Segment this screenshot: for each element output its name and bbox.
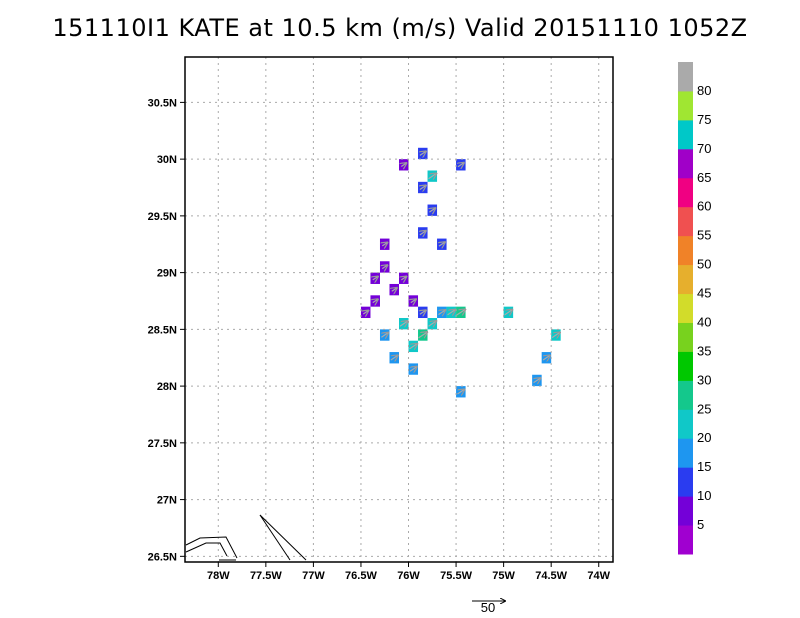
wind-vector xyxy=(439,242,445,246)
colorbar-swatch xyxy=(678,177,693,208)
coastline-segment xyxy=(185,536,238,559)
y-tick-label: 28.5N xyxy=(148,324,177,336)
colorbar: 5 10 15 20 25 30 35 40 45 50 55 60 65 70 75 80 xyxy=(678,62,711,555)
wind-vector xyxy=(438,310,445,314)
colorbar-label: 20 xyxy=(697,430,711,445)
wind-vector xyxy=(447,310,456,315)
wind-vector xyxy=(457,390,464,394)
x-tick-label: 75W xyxy=(492,570,515,582)
x-tick-label: 74.5W xyxy=(535,570,567,582)
colorbar-label: 25 xyxy=(697,401,711,416)
wind-vector xyxy=(373,277,378,280)
y-axis-ticks: 26.5N 27N 27.5N 28N 28.5N 29N 29.5N 30N 30.5N xyxy=(148,97,185,563)
colorbar-label: 45 xyxy=(697,286,711,301)
x-tick-label: 76W xyxy=(397,570,420,582)
colorbar-swatch xyxy=(678,496,693,526)
wind-vectors xyxy=(363,152,559,394)
colorbar-swatch xyxy=(678,322,693,352)
colorbar-label: 5 xyxy=(697,517,704,532)
colorbar-swatch xyxy=(678,380,693,410)
vector-scale-legend: 50 xyxy=(472,600,505,615)
colorbar-swatch xyxy=(678,525,693,555)
x-axis-ticks: 78W 77.5W 77W 76.5W 76W 75.5W 75W 74.5W 74W xyxy=(207,562,611,582)
colorbar-label: 65 xyxy=(697,170,711,185)
colorbar-swatch xyxy=(678,90,693,121)
wind-vector xyxy=(551,333,560,338)
colorbar-swatch xyxy=(678,438,693,468)
wind-vector xyxy=(542,355,550,359)
colorbar-swatch xyxy=(678,264,693,295)
colorbar-swatch xyxy=(678,293,693,323)
wind-vector xyxy=(428,321,436,326)
wind-vector xyxy=(420,152,426,156)
coastline-segment xyxy=(259,514,307,561)
y-tick-label: 29N xyxy=(157,268,177,280)
y-tick-label: 27.5N xyxy=(148,438,177,450)
colorbar-label: 75 xyxy=(697,112,711,127)
wind-vector xyxy=(429,208,435,212)
colorbar-label: 60 xyxy=(697,199,711,214)
chart-title: 151110I1 KATE at 10.5 km (m/s) Valid 201… xyxy=(52,14,748,42)
wind-vector xyxy=(373,299,378,302)
wind-vector xyxy=(409,344,417,349)
wind-vector xyxy=(401,163,406,166)
colorbar-label: 10 xyxy=(697,488,711,503)
wind-vector xyxy=(420,310,426,314)
colorbar-label: 70 xyxy=(697,141,711,156)
wind-vector xyxy=(456,310,466,316)
wind-vector xyxy=(418,332,428,338)
grid-lines xyxy=(185,57,613,562)
colorbar-label: 30 xyxy=(697,372,711,387)
x-tick-label: 76.5W xyxy=(345,570,377,582)
y-tick-label: 30N xyxy=(157,154,177,166)
plot-frame xyxy=(184,56,614,563)
colorbar-swatch xyxy=(678,206,693,237)
wind-vector xyxy=(381,333,388,337)
y-tick-label: 30.5N xyxy=(148,97,177,109)
wind-vector xyxy=(458,163,464,167)
wind-vector xyxy=(411,299,416,302)
wind-vector xyxy=(428,174,436,179)
wind-vector xyxy=(390,355,398,359)
wind-vector xyxy=(533,378,541,382)
y-tick-label: 27N xyxy=(157,495,177,507)
wind-vector xyxy=(382,265,387,268)
wind-vector xyxy=(409,367,417,371)
wind-vector xyxy=(401,277,406,280)
colorbar-label: 15 xyxy=(697,459,711,474)
coastline-segment xyxy=(259,514,291,561)
x-tick-label: 77.5W xyxy=(250,570,282,582)
colorbar-swatch xyxy=(678,409,693,439)
colorbar-label: 35 xyxy=(697,343,711,358)
vector-scale-label: 50 xyxy=(481,600,495,615)
x-tick-label: 75.5W xyxy=(440,570,472,582)
colorbar-swatch xyxy=(678,148,693,179)
colorbar-swatch xyxy=(678,62,693,92)
wind-vector xyxy=(363,311,368,314)
wind-vector xyxy=(382,243,387,246)
y-tick-label: 28N xyxy=(157,381,177,393)
colorbar-swatch xyxy=(678,351,693,381)
colorbar-swatch xyxy=(678,467,693,497)
wind-vector xyxy=(420,231,426,235)
y-tick-label: 26.5N xyxy=(148,551,177,563)
x-tick-label: 77W xyxy=(302,570,325,582)
wind-vector xyxy=(399,321,408,326)
colorbar-label: 50 xyxy=(697,257,711,272)
colorbar-label: 55 xyxy=(697,228,711,243)
colorbar-label: 80 xyxy=(697,83,711,98)
colorbar-swatch xyxy=(678,119,693,150)
coastline-segment xyxy=(185,542,228,557)
x-tick-label: 78W xyxy=(207,570,230,582)
x-tick-label: 74W xyxy=(587,570,610,582)
coastline xyxy=(185,514,307,561)
wind-vector xyxy=(392,288,397,291)
y-tick-label: 29.5N xyxy=(148,211,177,223)
wind-vector xyxy=(504,310,513,315)
wind-vector xyxy=(420,186,426,190)
colorbar-swatch xyxy=(678,235,693,266)
colorbar-label: 40 xyxy=(697,314,711,329)
